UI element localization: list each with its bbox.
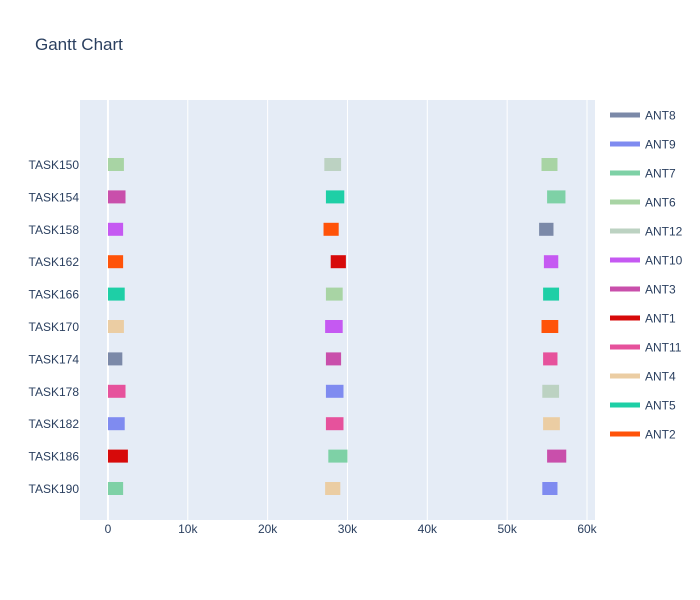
x-tick-label: 60k — [577, 522, 597, 536]
gantt-bar — [107, 384, 126, 398]
y-tick-label: TASK186 — [29, 450, 80, 464]
gantt-bar — [107, 449, 128, 463]
x-tick-label: 40k — [418, 522, 438, 536]
legend-item[interactable]: ANT1 — [610, 312, 676, 326]
gantt-bar — [542, 482, 558, 495]
legend-label: ANT3 — [645, 283, 676, 297]
legend-label: ANT4 — [645, 370, 676, 384]
legend-item[interactable]: ANT12 — [610, 225, 683, 239]
gantt-bar — [543, 417, 560, 431]
gantt-bar — [325, 384, 344, 398]
gantt-bar — [107, 158, 124, 171]
legend-swatch — [610, 141, 640, 147]
legend-label: ANT6 — [645, 196, 676, 210]
gantt-bar — [547, 190, 566, 204]
legend-swatch — [610, 286, 640, 292]
gantt-bar — [543, 287, 560, 301]
legend-item[interactable]: ANT6 — [610, 196, 676, 210]
legend-item[interactable]: ANT9 — [610, 138, 676, 152]
legend-swatch — [610, 402, 640, 408]
legend-item[interactable]: ANT11 — [610, 341, 682, 355]
gantt-bar — [107, 482, 124, 495]
legend-swatch — [610, 315, 640, 321]
legend-item[interactable]: ANT4 — [610, 370, 676, 384]
legend-item[interactable]: ANT10 — [610, 254, 683, 268]
legend-item[interactable]: ANT3 — [610, 283, 676, 297]
gantt-bar — [324, 158, 342, 171]
legend-swatch — [610, 344, 640, 350]
gantt-bar — [325, 417, 344, 431]
legend-item[interactable]: ANT2 — [610, 428, 676, 442]
gantt-bar — [107, 320, 124, 333]
legend-item[interactable]: ANT5 — [610, 399, 676, 413]
legend-label: ANT12 — [645, 225, 683, 239]
y-tick-label: TASK154 — [29, 190, 80, 204]
legend-label: ANT10 — [645, 254, 683, 268]
y-tick-label: TASK182 — [29, 417, 80, 431]
legend-label: ANT9 — [645, 138, 676, 152]
legend-item[interactable]: ANT7 — [610, 167, 676, 181]
gantt-bar — [107, 222, 124, 236]
gantt-bar — [541, 320, 559, 333]
legend-label: ANT5 — [645, 399, 676, 413]
legend-swatch — [610, 199, 640, 205]
x-tick-label: 0 — [105, 522, 112, 536]
y-tick-label: TASK178 — [29, 385, 80, 399]
legend-swatch — [610, 170, 640, 176]
gantt-bar — [107, 287, 125, 301]
x-tick-label: 20k — [258, 522, 278, 536]
y-tick-label: TASK174 — [29, 352, 80, 366]
y-tick-label: TASK162 — [29, 255, 80, 269]
gantt-bar — [543, 255, 559, 269]
legend-label: ANT8 — [645, 109, 676, 123]
gantt-bar — [547, 449, 567, 463]
gantt-bar — [107, 255, 124, 269]
legend-swatch — [610, 228, 640, 234]
x-axis-ticks: 0 10k 20k 30k 40k 50k 60k — [105, 522, 598, 536]
x-tick-label: 30k — [338, 522, 358, 536]
gantt-bar — [325, 287, 343, 301]
gantt-bar — [330, 255, 346, 269]
gantt-bar — [325, 320, 343, 333]
gantt-bars — [107, 158, 567, 495]
gantt-bar — [541, 158, 558, 171]
legend-label: ANT11 — [645, 341, 682, 355]
legend-swatch — [610, 257, 640, 263]
y-tick-label: TASK158 — [29, 223, 80, 237]
legend-item[interactable]: ANT8 — [610, 109, 676, 123]
gantt-bar — [325, 190, 345, 204]
x-tick-label: 10k — [178, 522, 198, 536]
gantt-bar — [543, 352, 558, 366]
gantt-bar — [107, 352, 123, 366]
legend-label: ANT7 — [645, 167, 676, 181]
gantt-bar — [542, 384, 560, 398]
legend-swatch — [610, 373, 640, 379]
y-tick-label: TASK166 — [29, 288, 80, 302]
gantt-bar — [325, 352, 342, 366]
legend-label: ANT1 — [645, 312, 676, 326]
legend-swatch — [610, 431, 640, 437]
legend-swatch — [610, 112, 640, 118]
gantt-bar — [107, 190, 126, 204]
y-axis-ticks: TASK150 TASK154 TASK158 TASK162 TASK166 TASK1… — [29, 158, 80, 496]
gantt-bar — [323, 222, 339, 236]
chart-title: Gantt Chart — [35, 35, 123, 54]
gantt-bar — [539, 222, 554, 236]
y-tick-label: TASK150 — [29, 158, 80, 172]
y-tick-label: TASK190 — [29, 482, 80, 496]
gantt-bar — [107, 417, 125, 431]
gantt-bar — [328, 449, 348, 463]
gantt-bar — [325, 482, 341, 495]
legend-label: ANT2 — [645, 428, 676, 442]
legend[interactable]: ANT8 ANT9 ANT7 ANT6 ANT12 ANT10 ANT3 ANT1 ANT11 A… — [610, 109, 683, 442]
x-tick-label: 50k — [497, 522, 517, 536]
y-tick-label: TASK170 — [29, 320, 80, 334]
